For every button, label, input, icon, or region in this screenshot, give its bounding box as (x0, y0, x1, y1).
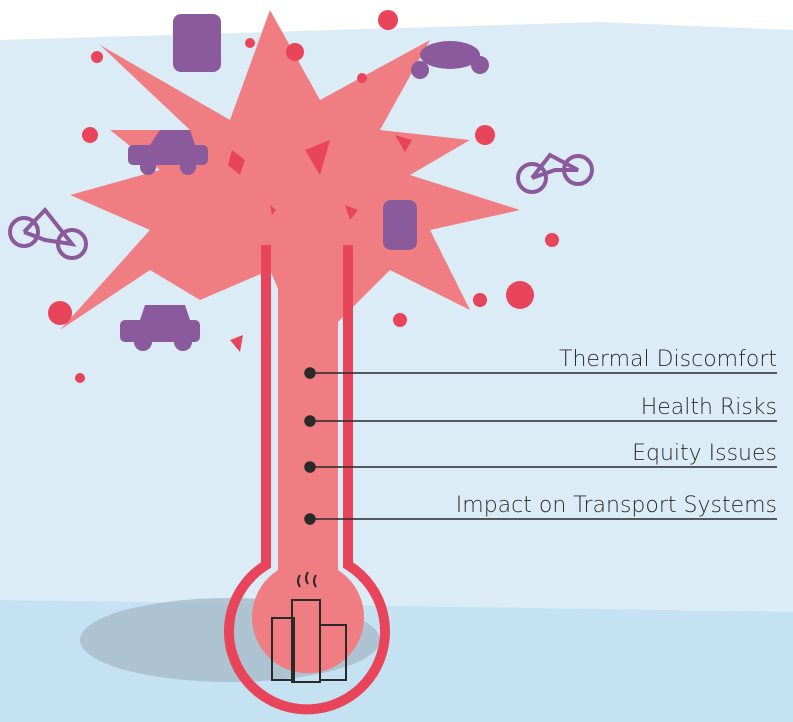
label: Equity Issues (632, 441, 777, 466)
label: Health Risks (641, 395, 777, 420)
label: Thermal Discomfort (559, 347, 777, 372)
illustration: Thermal Discomfort Health Risks Equity I… (0, 0, 793, 722)
label: Impact on Transport Systems (456, 493, 777, 518)
